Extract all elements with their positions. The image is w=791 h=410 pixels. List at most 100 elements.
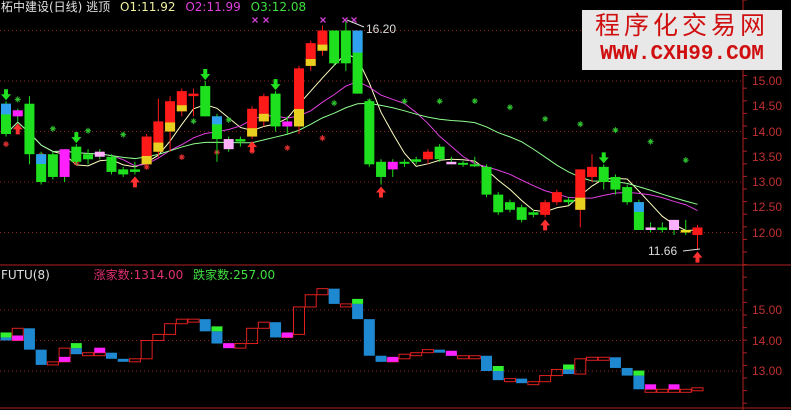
futu-bar-up [316, 288, 329, 296]
candle-body [411, 159, 422, 162]
down-arrow-icon [200, 69, 211, 80]
candle-body [645, 227, 656, 230]
candle-accent [633, 202, 644, 212]
futu-bar-up [175, 318, 188, 325]
futu-bar-down [563, 369, 575, 375]
futu-bar-down [492, 371, 504, 381]
price-axis-label: 14.50 [752, 99, 783, 114]
sub-axis-label: 13.00 [752, 364, 783, 378]
candle-body [317, 30, 328, 51]
futu-bar-up [503, 378, 516, 383]
price-axis-label: 15.00 [752, 74, 783, 88]
futu-bar-up [668, 388, 681, 393]
red-star-marker [143, 163, 150, 170]
top-x-marker [263, 17, 269, 23]
futu-bar-down [270, 322, 282, 338]
price-axis-label: 13.50 [752, 149, 783, 164]
candle-body [364, 101, 375, 165]
candle-body [305, 43, 316, 66]
down-arrow-icon [1, 89, 11, 101]
futu-bar-down [352, 303, 364, 320]
futu-bar-down [375, 355, 387, 362]
futu-bar-down [70, 348, 82, 355]
futu-bar-up [293, 306, 305, 335]
candle-body [247, 108, 258, 137]
candle-body [399, 161, 410, 164]
high-pointer [346, 19, 365, 28]
candle-body [504, 202, 515, 210]
red-star-marker [178, 154, 185, 161]
candle-body [680, 229, 691, 233]
futu-bar-up [410, 352, 423, 357]
candle-accent [258, 113, 269, 122]
green-star-marker [85, 127, 92, 134]
futu-bar-up [304, 294, 317, 308]
candle-body [692, 227, 703, 236]
rise-count: 涨家数:1314.00 [93, 268, 184, 282]
candle-body [59, 149, 70, 177]
candle-accent [317, 44, 328, 51]
ma5-line [5, 53, 698, 231]
candle-accent [176, 105, 187, 112]
candle-body [106, 156, 117, 172]
price-axis-label: 12.50 [752, 200, 783, 215]
candle-body [270, 93, 281, 127]
down-arrow-icon [270, 79, 281, 91]
futu-cap-magenta [12, 335, 24, 341]
fall-count: 跌家数:257.00 [193, 268, 276, 282]
candle-body [352, 30, 363, 94]
futu-cap-magenta [645, 384, 657, 390]
candle-body [633, 202, 644, 230]
candle-body [294, 68, 304, 127]
futu-bar-up [586, 356, 598, 361]
candle-accent [352, 30, 363, 53]
watermark-line1: 程序化交易网 [594, 11, 769, 40]
futu-bar-up [164, 323, 177, 335]
o1-value: O1:11.92 [120, 0, 176, 14]
price-axis-label: 13.00 [752, 175, 783, 189]
candle-accent [1, 103, 11, 115]
futu-cap-magenta [223, 343, 235, 349]
candle-body [587, 166, 597, 177]
up-arrow-icon [129, 176, 140, 188]
futu-bar-up [597, 356, 610, 361]
futu-bar-up [398, 353, 411, 360]
candle-body [598, 166, 609, 182]
futu-bar-up [246, 327, 259, 345]
candle-body [36, 154, 47, 182]
candle-body [153, 121, 164, 152]
futu-bar-up [691, 387, 704, 392]
candle-body [422, 151, 433, 160]
futu-cap-green [211, 326, 223, 332]
futu-bar-down [0, 337, 12, 341]
futu-bar-down [199, 319, 211, 332]
futu-bar-up [82, 352, 95, 357]
futu-bar-up [527, 381, 540, 386]
futu-bar-up [421, 349, 434, 354]
stock-title: 柘中建设(日线) 逃顶 [1, 0, 111, 14]
candle-accent [211, 116, 222, 125]
watermark-line2: WWW.CXH99.COM [600, 43, 764, 66]
chart-header: 柘中建设(日线) 逃顶 O1:11.92 O2:11.99 O3:12.08 [1, 0, 312, 14]
futu-cap-green [70, 343, 82, 349]
futu-bar-down [621, 367, 633, 376]
o3-value: O3:12.08 [250, 0, 307, 14]
candle-body [47, 154, 58, 177]
indicator-name: FUTU(8) [1, 268, 50, 282]
futu-cap-green [633, 370, 645, 376]
candle-body [540, 202, 551, 215]
futu-cap-magenta [668, 384, 680, 390]
futu-bar-up [140, 340, 153, 360]
candle-body [458, 162, 469, 165]
up-arrow-icon [540, 219, 551, 231]
green-star-marker [190, 118, 197, 125]
green-star-marker [506, 104, 513, 111]
futu-bar-down [609, 357, 621, 368]
green-star-marker [471, 97, 478, 104]
futu-bar-down [328, 288, 340, 304]
red-star-marker [284, 144, 291, 151]
futu-bar-up [339, 303, 352, 308]
candle-body [282, 121, 293, 127]
